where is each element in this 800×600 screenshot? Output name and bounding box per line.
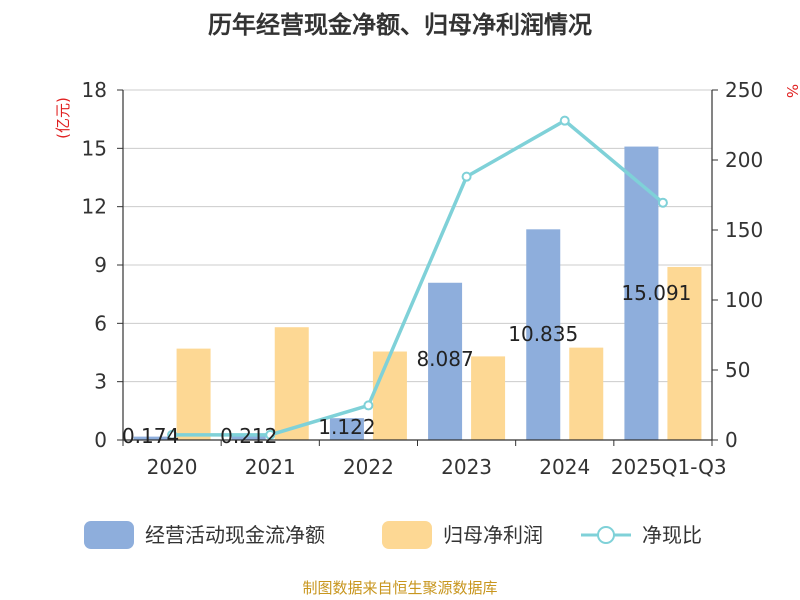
x-category-label: 2025Q1-Q3 <box>611 455 727 479</box>
net-profit-bar <box>274 327 309 440</box>
axes: 0 3 6 9 12 15 18 0 50 100 150 200 250 2020 2021 2022 202… <box>82 78 764 479</box>
right-tick-label: 50 <box>725 358 750 382</box>
left-tick-label: 6 <box>94 311 107 335</box>
legend-label-ratio: 净现比 <box>642 523 702 547</box>
x-category-label: 2021 <box>245 455 296 479</box>
left-tick-label: 15 <box>82 136 107 160</box>
cashflow-bar <box>231 435 266 440</box>
ratio-point <box>363 400 374 411</box>
cashflow-data-label: 1.122 <box>318 415 375 439</box>
net-profit-bar <box>569 347 604 440</box>
cashflow-bar <box>133 436 168 440</box>
legend: 经营活动现金流净额 归母净利润 净现比 <box>84 521 702 549</box>
chart-title: 历年经营现金净额、归母净利润情况 <box>208 11 592 39</box>
right-axis-unit: % <box>783 84 800 98</box>
net-profit-bar <box>471 356 506 440</box>
source-note: 制图数据来自恒生聚源数据库 <box>302 579 497 597</box>
ratio-point <box>167 429 178 440</box>
cashflow-bar <box>428 282 463 440</box>
legend-swatch-cashflow <box>84 521 134 549</box>
ratio-point <box>657 197 668 208</box>
legend-swatch-profit <box>382 521 432 549</box>
ratio-point <box>461 171 472 182</box>
x-category-label: 2024 <box>539 455 590 479</box>
ratio-point <box>265 429 276 440</box>
ratio-line <box>167 115 668 440</box>
legend-label-profit: 归母净利润 <box>443 523 543 547</box>
x-category-label: 2022 <box>343 455 394 479</box>
net-profit-bar <box>667 266 702 440</box>
cashflow-data-label: 10.835 <box>508 322 578 346</box>
left-tick-label: 0 <box>94 428 107 452</box>
cashflow-data-label: 0.174 <box>122 424 179 448</box>
cashflow-data-label: 8.087 <box>416 347 473 371</box>
right-tick-label: 250 <box>725 78 763 102</box>
ratio-line-path <box>172 118 665 437</box>
right-tick-label: 100 <box>725 288 763 312</box>
left-tick-label: 9 <box>94 253 107 277</box>
net-profit-bar <box>176 348 211 440</box>
cashflow-bar <box>526 229 561 440</box>
left-tick-label: 18 <box>82 78 107 102</box>
x-category-label: 2020 <box>147 455 198 479</box>
right-tick-label: 0 <box>725 428 738 452</box>
cashflow-data-label: 0.212 <box>220 424 277 448</box>
left-tick-label: 12 <box>82 195 107 219</box>
ratio-point <box>559 115 570 126</box>
legend-swatch-ratio-marker <box>597 526 615 544</box>
right-tick-label: 200 <box>725 148 763 172</box>
net-profit-bar <box>372 351 407 440</box>
cashflow-data-label: 15.091 <box>621 281 691 305</box>
cashflow-bar <box>329 418 364 440</box>
left-axis-unit: (亿元) <box>54 97 72 139</box>
right-tick-label: 150 <box>725 218 763 242</box>
left-tick-label: 3 <box>94 370 107 394</box>
legend-label-cashflow: 经营活动现金流净额 <box>145 523 325 547</box>
data-labels: 0.174 0.212 1.122 8.087 10.835 15.091 <box>122 281 691 448</box>
bars <box>133 146 702 440</box>
x-category-label: 2023 <box>441 455 492 479</box>
grid-lines <box>123 89 712 441</box>
